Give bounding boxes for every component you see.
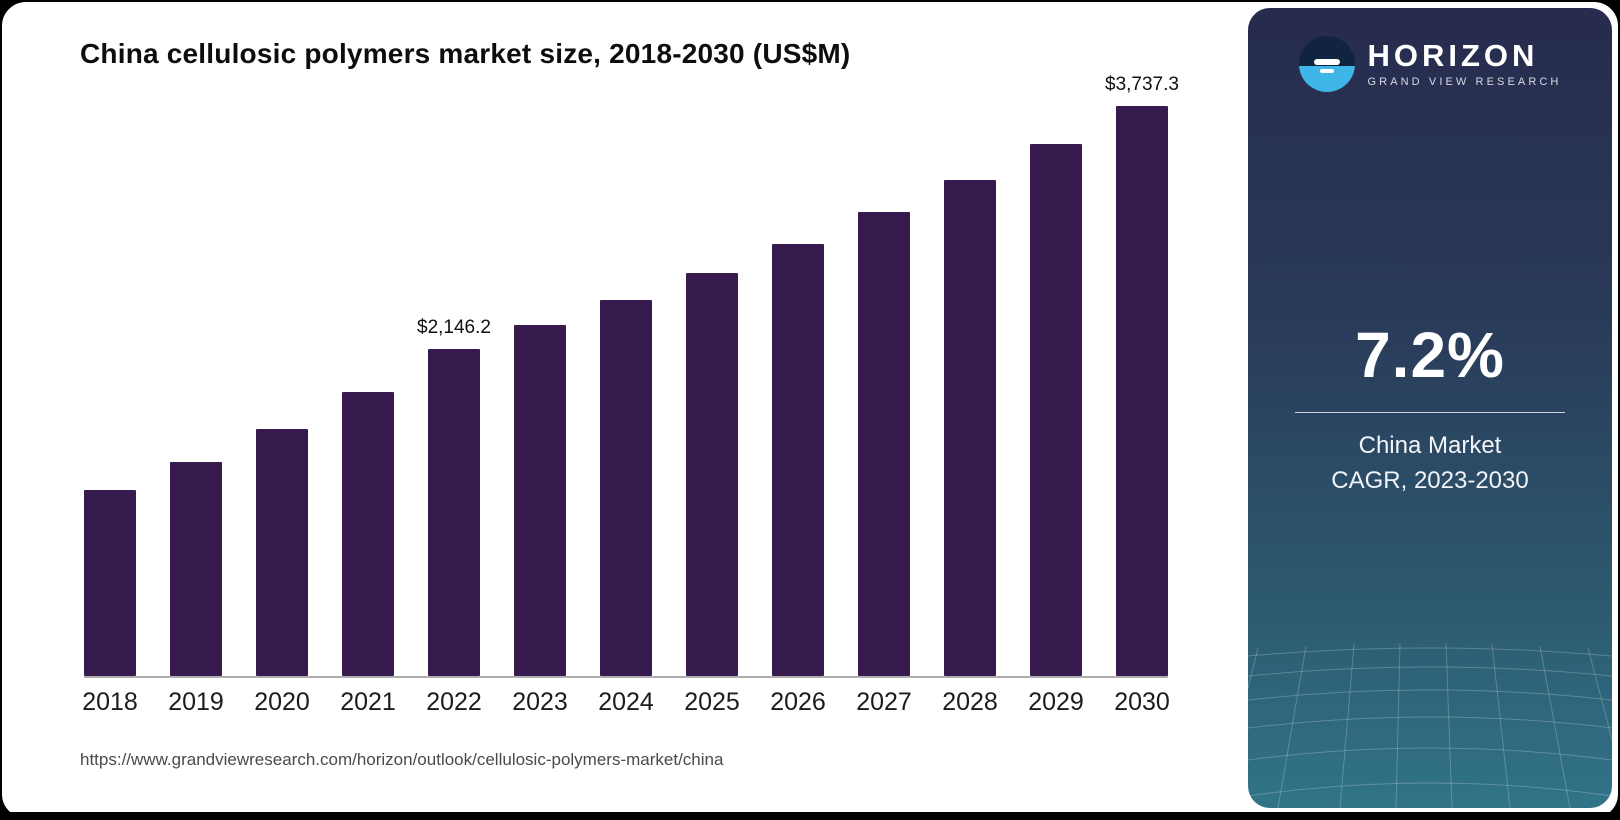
x-tick-label-2026: 2026 [770,688,826,716]
x-tick-label-2022: 2022 [426,688,482,716]
bar-column [170,106,222,676]
horizon-logo-icon [1298,36,1355,92]
brand-subtitle: GRAND VIEW RESEARCH [1367,76,1562,89]
bar-2021[interactable] [342,392,394,676]
bar-2023[interactable] [514,325,566,676]
bar-2020[interactable] [256,429,308,676]
bar-column [514,106,566,676]
bar-column [600,106,652,676]
bar-2018[interactable] [84,490,136,676]
bar-value-label-2022: $2,146.2 [417,317,491,338]
bar-column: $3,737.3 [1105,74,1179,676]
x-tick-label-2030: 2030 [1114,688,1170,716]
bar-2022[interactable] [428,349,480,676]
bar-column: $2,146.2 [417,106,491,676]
bar-column [772,106,824,676]
bar-column [944,106,996,676]
x-axis-labels: 2018 2019 2020 2021 2022 2023 2024 2025 2026 2027… [82,688,1170,717]
bar-column [84,106,136,676]
bar-2029[interactable] [1030,144,1082,676]
bottom-frame [0,812,1620,820]
bar-column [256,106,308,676]
brand-lockup: HORIZON GRAND VIEW RESEARCH [1248,36,1612,92]
bar-2019[interactable] [170,462,222,676]
stat-label-line2: CAGR, 2023-2030 [1331,466,1529,494]
bar-column [858,106,910,676]
x-tick-label-2027: 2027 [856,688,912,716]
x-tick-label-2020: 2020 [254,688,310,716]
source-url[interactable]: https://www.grandviewresearch.com/horizo… [80,750,724,769]
brand-name: HORIZON [1367,37,1539,73]
x-tick-label-2021: 2021 [340,688,396,716]
brand-text: HORIZON GRAND VIEW RESEARCH [1367,37,1562,89]
x-tick-label-2019: 2019 [168,688,224,716]
bar-2025[interactable] [686,273,738,676]
bar-2024[interactable] [600,300,652,676]
chart-title: China cellulosic polymers market size, 2… [80,38,851,69]
sidebar: HORIZON GRAND VIEW RESEARCH 7.2% China M… [1248,8,1612,808]
bar-value-label-2030: $3,737.3 [1105,74,1179,95]
chart-area: China cellulosic polymers market size, 2… [2,2,1252,814]
x-tick-label-2028: 2028 [942,688,998,716]
x-tick-label-2025: 2025 [684,688,740,716]
cagr-value: 7.2% [1355,319,1505,391]
x-tick-label-2024: 2024 [598,688,654,716]
stat-label-line1: China Market [1358,432,1502,459]
bar-column [342,106,394,676]
cagr-stat: 7.2% China Market CAGR, 2023-2030 [1248,318,1612,499]
bar-2026[interactable] [772,244,824,676]
x-tick-label-2018: 2018 [82,688,138,716]
bar-plot: $2,146.2 $3,737.3 [84,74,1179,678]
bar-column [686,106,738,676]
bar-2030[interactable] [1116,106,1168,676]
x-tick-label-2023: 2023 [512,688,568,716]
wireframe-mesh-decoration [1248,642,1612,808]
stat-divider [1295,412,1565,413]
bar-2027[interactable] [858,212,910,676]
bar-2028[interactable] [944,180,996,676]
x-tick-label-2029: 2029 [1028,688,1084,716]
bar-column [1030,106,1082,676]
